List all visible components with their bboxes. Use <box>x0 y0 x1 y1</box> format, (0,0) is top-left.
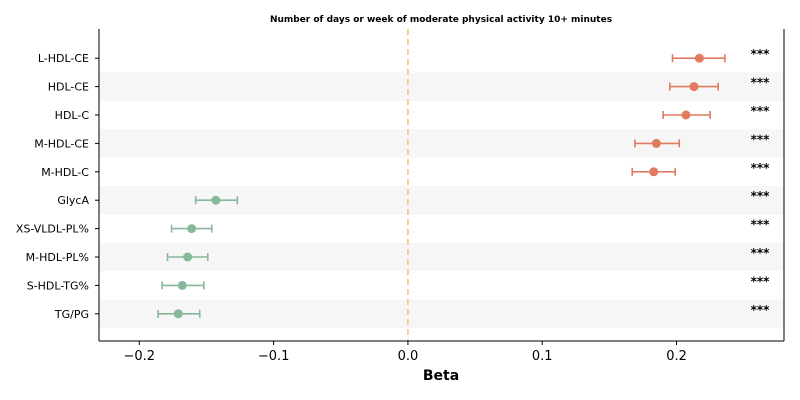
significance-label: *** <box>751 246 771 260</box>
significance-labels: *** *** *** *** *** *** *** *** *** *** <box>751 47 771 317</box>
point-estimate <box>173 309 183 319</box>
significance-label: *** <box>751 274 771 288</box>
category-labels: L-HDL-CE HDL-CE HDL-C M-HDL-CE M-HDL-C GlycA X… <box>16 52 90 321</box>
chart-title: Number of days or week of moderate physi… <box>270 15 612 25</box>
category-label: HDL-C <box>55 109 90 122</box>
point-estimate <box>651 138 661 148</box>
category-label: M-HDL-C <box>41 166 89 179</box>
x-tick-label: 0.2 <box>666 349 687 364</box>
category-label: TG/PG <box>54 308 89 321</box>
category-label: HDL-CE <box>48 81 89 94</box>
x-axis-label: Beta <box>423 368 459 384</box>
category-label: GlycA <box>57 194 89 207</box>
point-estimate <box>187 224 197 234</box>
row-shade <box>99 129 784 158</box>
data-marks <box>157 53 726 319</box>
point-estimate <box>177 280 187 290</box>
significance-label: *** <box>751 47 771 61</box>
significance-label: *** <box>751 218 771 232</box>
axes: −0.2 −0.1 0.0 0.1 0.2 <box>95 29 785 364</box>
row-shade <box>99 299 784 328</box>
x-tick-label: 0.0 <box>398 349 419 364</box>
category-label: M-HDL-PL% <box>26 251 89 264</box>
point-estimate <box>183 252 193 262</box>
x-tick-label: 0.1 <box>532 349 553 364</box>
category-label: S-HDL-TG% <box>27 279 89 292</box>
point-estimate <box>649 167 659 177</box>
significance-label: *** <box>751 189 771 203</box>
x-tick-label: −0.1 <box>258 349 290 364</box>
point-estimate <box>689 82 699 92</box>
point-estimate <box>211 195 221 205</box>
significance-label: *** <box>751 104 771 118</box>
significance-label: *** <box>751 161 771 175</box>
point-estimate <box>694 53 704 63</box>
category-label: XS-VLDL-PL% <box>16 223 89 236</box>
category-label: L-HDL-CE <box>38 52 89 65</box>
x-tick-label: −0.2 <box>124 349 156 364</box>
point-estimate <box>681 110 691 120</box>
significance-label: *** <box>751 303 771 317</box>
row-shade <box>99 242 784 272</box>
significance-label: *** <box>751 76 771 90</box>
significance-label: *** <box>751 132 771 146</box>
category-label: M-HDL-CE <box>34 137 89 150</box>
